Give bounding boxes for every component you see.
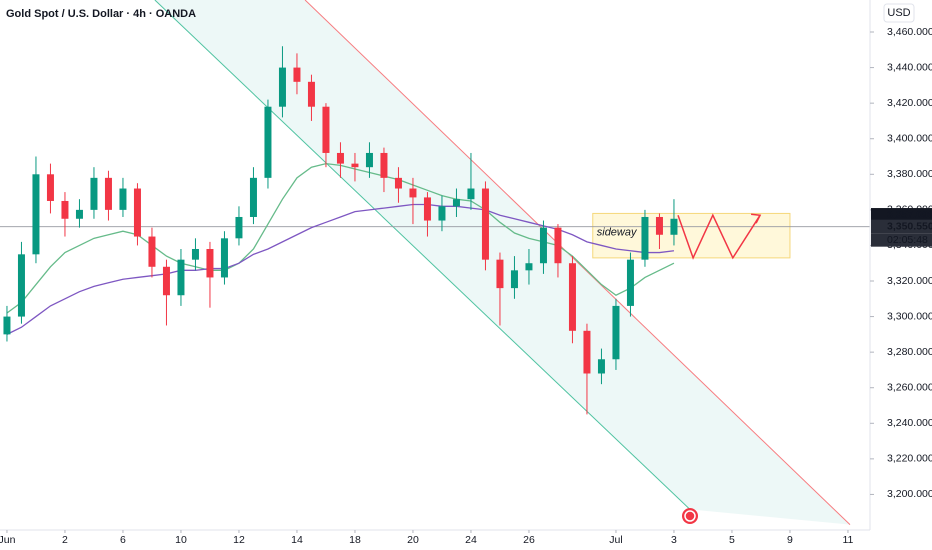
y-tick-label: 3,220.000 <box>887 453 932 465</box>
candle-body <box>249 177 257 217</box>
candle-body <box>293 67 301 82</box>
projection-path <box>677 213 761 260</box>
candle-body <box>481 188 489 260</box>
candle-body <box>46 174 54 201</box>
candle-body <box>307 81 315 107</box>
candle-body <box>510 270 518 289</box>
x-tick-label: Jun <box>0 534 16 546</box>
price-badge-label: 3,357.090 <box>887 209 932 221</box>
candle-body <box>380 152 388 178</box>
channel-lower <box>154 0 691 510</box>
candle-body <box>438 206 446 221</box>
candle-body <box>539 227 547 264</box>
projection-arrowhead <box>751 213 762 224</box>
candle-body <box>554 227 562 264</box>
x-tick-label: 14 <box>291 534 303 546</box>
x-tick-label: 5 <box>729 534 735 546</box>
candle-body <box>119 188 127 210</box>
x-tick-label: 2 <box>62 534 68 546</box>
candle-body <box>525 263 533 271</box>
x-tick-label: 24 <box>465 534 477 546</box>
x-tick-label: 6 <box>120 534 126 546</box>
candle-body <box>133 188 141 237</box>
y-tick-label: 3,460.000 <box>887 26 932 38</box>
candle-body <box>365 152 373 168</box>
candle-body <box>17 254 25 317</box>
candle-body <box>452 199 460 207</box>
x-tick-label: 12 <box>233 534 245 546</box>
candle-body <box>597 359 605 374</box>
x-tick-label: 3 <box>671 534 677 546</box>
candle-body <box>162 266 170 296</box>
currency-box[interactable] <box>883 3 915 23</box>
candle-body <box>3 316 11 335</box>
candle-body <box>32 174 40 255</box>
plot-area: sideway <box>0 0 870 526</box>
candle-body <box>264 106 272 178</box>
box-label: sideway <box>597 226 638 238</box>
candle-body <box>626 259 634 306</box>
x-tick-label: 18 <box>349 534 361 546</box>
candle-body <box>423 197 431 221</box>
price-badge <box>871 208 932 223</box>
candle-body <box>191 248 199 260</box>
candle-body <box>641 216 649 260</box>
candle-body <box>612 305 620 360</box>
candle-body <box>467 188 475 200</box>
candle-body <box>496 259 504 289</box>
candle-body <box>220 238 228 278</box>
y-tick-label: 3,400.000 <box>887 133 932 145</box>
price-badge <box>871 219 932 234</box>
x-tick-label: 9 <box>787 534 793 546</box>
price-badge <box>871 233 932 247</box>
logo-icon <box>684 510 696 522</box>
x-tick-label: 26 <box>523 534 535 546</box>
candle-body <box>394 177 402 189</box>
y-tick-label: 3,300.000 <box>887 310 932 322</box>
moving-average <box>6 203 675 335</box>
x-tick-label: Jul <box>609 534 622 546</box>
candle-body <box>351 163 359 168</box>
x-tick-label: 10 <box>175 534 187 546</box>
y-tick-label: 3,240.000 <box>887 417 932 429</box>
currency: USD <box>887 7 910 19</box>
candle-body <box>75 209 83 219</box>
x-tick-label: 20 <box>407 534 419 546</box>
candle-body <box>568 263 576 331</box>
price-badge-label: 3,350.550 <box>887 220 932 232</box>
axes: 3,460.000 3,440.000 3,420.000 3,400.000 3,38… <box>0 26 932 546</box>
candle-body <box>583 330 591 374</box>
candle-body <box>61 200 69 219</box>
candle-body <box>336 152 344 164</box>
candle-body <box>409 188 417 198</box>
y-tick-label: 3,280.000 <box>887 346 932 358</box>
candle-body <box>655 216 663 235</box>
y-tick-label: 3,380.000 <box>887 168 932 180</box>
candle-body <box>148 236 156 267</box>
candle-body <box>90 177 98 210</box>
y-tick-label: 3,420.000 <box>887 97 932 109</box>
candle-body <box>206 248 214 278</box>
x-tick-label: 11 <box>843 534 854 546</box>
chart-title: Gold Spot / U.S. Dollar · 4h · OANDA <box>6 8 196 20</box>
y-tick-label: 3,440.000 <box>887 61 932 73</box>
candle-body <box>104 177 112 210</box>
candle-body <box>670 218 678 235</box>
candle-body <box>235 216 243 239</box>
y-tick-label: 3,320.000 <box>887 275 932 287</box>
candle-body <box>177 259 185 296</box>
candle-body <box>278 67 286 107</box>
channel-upper <box>304 0 851 526</box>
countdown: 02:05:48 <box>887 234 928 246</box>
candle-body <box>322 106 330 153</box>
y-tick-label: 3,200.000 <box>887 488 932 500</box>
y-tick-label: 3,260.000 <box>887 381 932 393</box>
